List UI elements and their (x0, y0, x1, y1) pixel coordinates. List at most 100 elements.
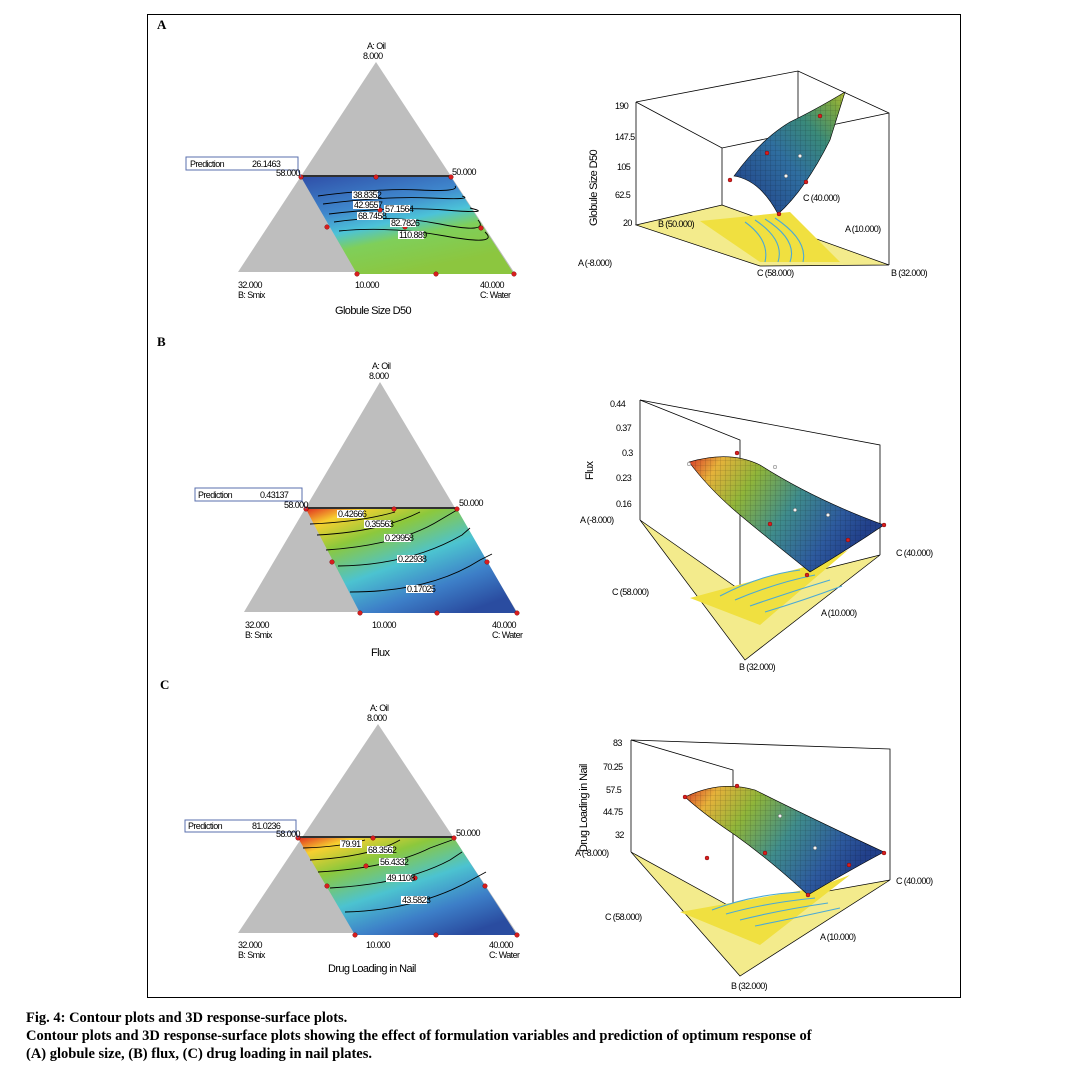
contour-label: 38.8352 (353, 190, 382, 200)
contour-labels: 0.42666 0.35563 0.29958 0.22938 0.17025 (337, 509, 437, 594)
apex-right-value: 40.000 (480, 280, 505, 290)
surface-points (682, 783, 887, 898)
corner-label: C (58.000) (757, 268, 794, 278)
contour-labels: 38.8352 42.9557 57.1564 68.7458 82.7826 … (352, 190, 428, 240)
apex-right-value: 40.000 (492, 620, 517, 630)
prediction-label: Prediction (198, 490, 233, 500)
z-tick: 0.37 (616, 423, 632, 433)
apex-right-name: C: Water (492, 630, 523, 640)
caption-line: (A) globule size, (B) flux, (C) drug loa… (26, 1046, 373, 1062)
contour-label: 0.35563 (365, 519, 394, 529)
z-ticks: 190 147.5 105 62.5 20 (615, 101, 636, 228)
contour-label: 49.1108 (387, 873, 415, 883)
surface-points-hidden (778, 814, 818, 851)
apex-top-value: 8.000 (369, 371, 389, 381)
corner-label: C (40.000) (803, 193, 840, 203)
edge-label-bottom: 10.000 (355, 280, 380, 290)
apex-top-value: 8.000 (367, 713, 387, 723)
prediction-box: Prediction 81.0236 (184, 819, 299, 839)
prediction-value: 81.0236 (252, 821, 281, 831)
floor-contours (744, 217, 805, 263)
edge-label-right: 50.000 (459, 498, 484, 508)
prediction-label: Prediction (190, 159, 225, 169)
corner-label: B (32.000) (739, 662, 776, 672)
apex-top-name: A: Oil (370, 703, 389, 713)
corner-label: C (40.000) (896, 548, 933, 558)
edge-label-left: 58.000 (284, 500, 309, 510)
contour-label: 79.91 (341, 839, 361, 849)
contour-label: 0.42666 (338, 509, 367, 519)
surface-points (734, 450, 887, 578)
corner-label: A (-8.000) (575, 848, 609, 858)
z-tick: 44.75 (603, 807, 623, 817)
z-axis-label: Flux (584, 461, 596, 480)
response-title: Flux (371, 647, 390, 659)
corner-label: C (58.000) (605, 912, 642, 922)
bounding-box (639, 399, 881, 590)
edge-label-bottom: 10.000 (366, 940, 391, 950)
corner-label: A (10.000) (820, 932, 856, 942)
contour-label: 82.7826 (391, 218, 420, 228)
figure-frame (147, 14, 961, 998)
contour-lines (317, 185, 489, 241)
contour-label: 0.17025 (407, 584, 436, 594)
apex-left-name: B: Smix (238, 290, 266, 300)
corner-label: B (32.000) (731, 981, 768, 991)
surface-plot-b: 0.44 0.37 0.3 0.23 0.16 Flux A (-8.000) … (580, 399, 934, 672)
figure-caption: Fig. 4: Contour plots and 3D response-su… (26, 1009, 1076, 1063)
contour-label: 110.889 (399, 230, 427, 240)
apex-right-value: 40.000 (489, 940, 514, 950)
corner-label: B (50.000) (658, 219, 695, 229)
z-ticks: 83 70.25 57.5 44.75 32 (603, 738, 625, 840)
panel-letter-b: B (157, 334, 166, 349)
caption-line: Contour plots and 3D response-surface pl… (26, 1028, 812, 1044)
surface-points-hidden (687, 462, 831, 518)
edge-label-bottom: 10.000 (372, 620, 397, 630)
corner-label: A (10.000) (845, 224, 881, 234)
contour-label: 56.4332 (380, 857, 409, 867)
prediction-box: Prediction 26.1463 (185, 156, 302, 178)
apex-top-value: 8.000 (363, 51, 383, 61)
corner-labels: A (-8.000) C (40.000) C (58.000) A (10.0… (580, 515, 934, 672)
caption-title: Fig. 4: Contour plots and 3D response-su… (26, 1010, 348, 1026)
z-ticks: 0.44 0.37 0.3 0.23 0.16 (610, 399, 634, 509)
z-tick: 0.23 (616, 473, 632, 483)
z-tick: 32 (615, 830, 624, 840)
corner-label: A (10.000) (821, 608, 857, 618)
ternary-contour-a: 38.8352 42.9557 57.1564 68.7458 82.7826 … (185, 41, 517, 317)
prediction-label: Prediction (188, 821, 223, 831)
contour-label: 57.1564 (385, 204, 414, 214)
z-tick: 190 (615, 101, 629, 111)
apex-left-value: 32.000 (238, 280, 263, 290)
contour-label: 0.29958 (385, 533, 414, 543)
z-tick: 0.44 (610, 399, 626, 409)
z-tick: 70.25 (603, 762, 623, 772)
corner-label: A (-8.000) (580, 515, 614, 525)
contour-label: 43.5823 (402, 895, 431, 905)
apex-left-name: B: Smix (245, 630, 273, 640)
z-tick: 147.5 (615, 132, 635, 142)
surface-plot-a: 190 147.5 105 62.5 20 Globule Size D50 B… (578, 70, 928, 278)
contour-label: 68.7458 (358, 211, 387, 221)
surface-mesh (685, 786, 884, 895)
panel-a: A 38.8352 42.9557 57.156 (157, 17, 928, 317)
corner-label: A (-8.000) (578, 258, 612, 268)
apex-left-name: B: Smix (238, 950, 266, 960)
contour-label: 68.3562 (368, 845, 397, 855)
contour-label: 42.9557 (354, 200, 383, 210)
bounding-box (630, 739, 891, 908)
z-tick: 20 (623, 218, 632, 228)
design-points (295, 835, 520, 938)
z-tick: 83 (613, 738, 622, 748)
surface-mesh (734, 92, 845, 214)
panel-c: C 79.91 68.3562 56.4332 (160, 677, 934, 991)
response-title: Drug Loading in Nail (328, 963, 416, 975)
prediction-value: 26.1463 (252, 159, 281, 169)
design-points (298, 174, 517, 277)
panel-letter-c: C (160, 677, 169, 692)
z-axis-label: Drug Loading in Nail (578, 764, 590, 852)
edge-label-right: 50.000 (452, 167, 477, 177)
apex-right-name: C: Water (489, 950, 520, 960)
corner-labels: A (-8.000) C (40.000) C (58.000) A (10.0… (575, 848, 934, 991)
contour-labels: 79.91 68.3562 56.4332 49.1108 43.5823 (340, 839, 432, 905)
